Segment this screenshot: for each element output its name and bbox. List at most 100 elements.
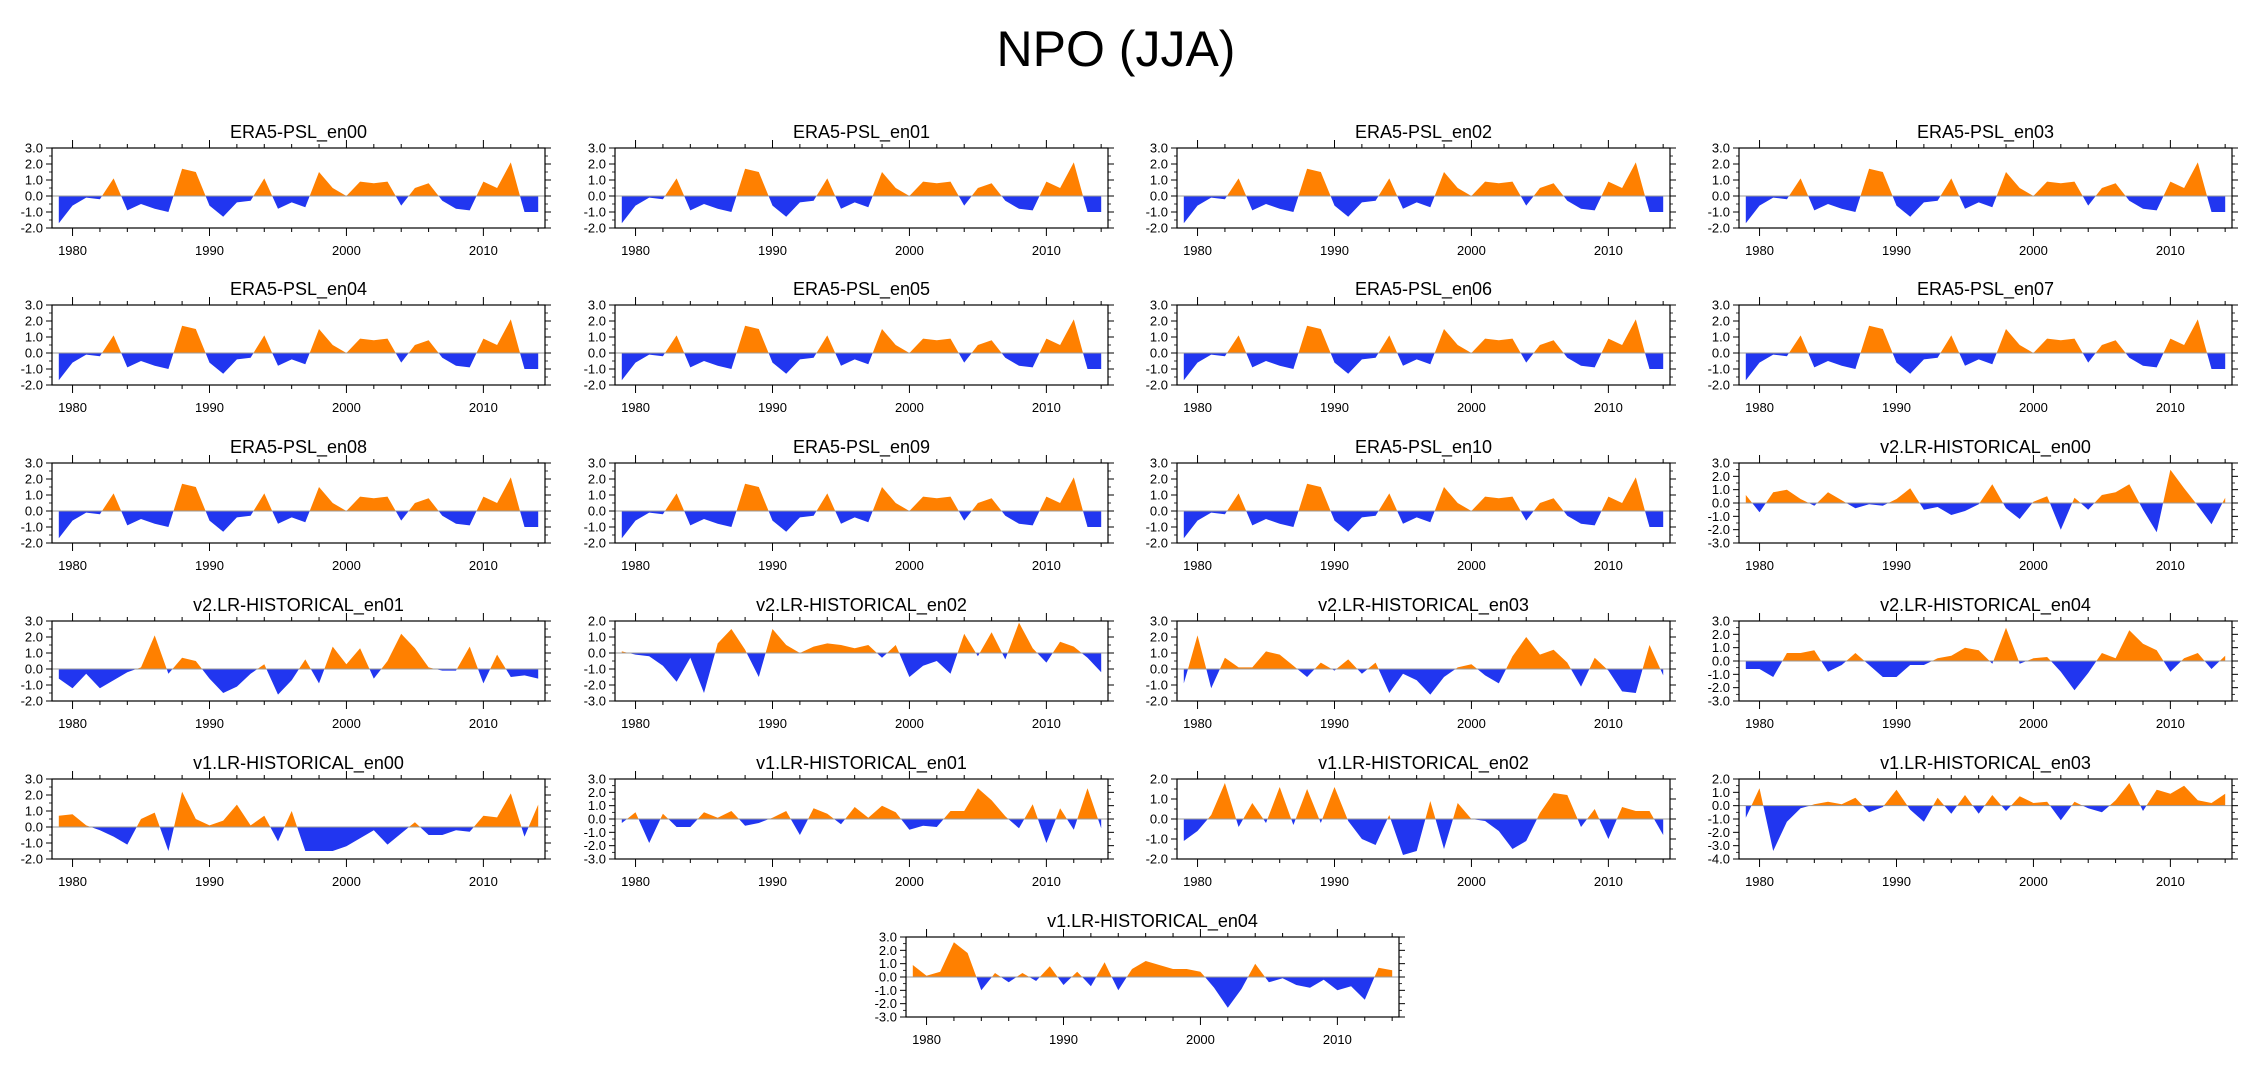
x-tick-label: 1990	[1882, 558, 1911, 573]
y-tick-label: -1.0	[1708, 509, 1730, 524]
y-tick-label: -2.0	[584, 838, 606, 853]
negative-area	[58, 827, 539, 851]
panel-title: v1.LR-HISTORICAL_en02	[1318, 753, 1529, 774]
panel-title: ERA5-PSL_en03	[1917, 122, 2054, 143]
plot-frame	[51, 304, 546, 386]
y-tick-label: 3.0	[25, 298, 43, 313]
y-tick-label: -1.0	[21, 520, 43, 535]
x-tick-label: 1980	[1745, 243, 1774, 258]
x-tick-label: 1990	[1320, 400, 1349, 415]
panel-title: ERA5-PSL_en00	[230, 122, 367, 143]
negative-area	[1183, 819, 1664, 855]
panel-01: ERA5-PSL_en01 3.02.01.00.0-1.0-2.0 1980 199…	[584, 122, 1114, 258]
y-tick-label: 2.0	[1712, 157, 1730, 172]
x-tick-label: 1980	[1183, 243, 1212, 258]
y-tick-label: 3.0	[1712, 614, 1730, 629]
positive-area	[1745, 319, 2226, 353]
positive-area	[1183, 162, 1664, 196]
negative-area	[1183, 353, 1664, 381]
y-tick-label: -2.0	[1146, 852, 1168, 867]
x-tick-label: 2010	[1032, 243, 1061, 258]
y-tick-label: 2.0	[1150, 630, 1168, 645]
plot-frame	[1738, 147, 2233, 229]
x-tick-label: 2010	[469, 874, 498, 889]
x-tick-label: 2000	[2019, 243, 2048, 258]
positive-area	[58, 477, 539, 511]
y-tick-label: -1.0	[584, 205, 606, 220]
positive-area	[58, 162, 539, 196]
panel-00: ERA5-PSL_en00 3.02.01.00.0-1.0-2.0 1980 199…	[21, 122, 551, 258]
positive-area	[621, 477, 1102, 511]
x-tick-label: 1990	[1320, 874, 1349, 889]
y-tick-label: 1.0	[1712, 785, 1730, 800]
negative-area	[621, 196, 1102, 224]
x-tick-label: 1980	[621, 558, 650, 573]
negative-area	[621, 353, 1102, 381]
y-tick-label: 1.0	[1150, 646, 1168, 661]
x-tick-label: 2010	[1032, 874, 1061, 889]
x-tick-label: 1990	[758, 558, 787, 573]
y-tick-label: 0.0	[25, 820, 43, 835]
x-tick-label: 1990	[1320, 716, 1349, 731]
y-tick-label: -3.0	[1708, 536, 1730, 551]
y-tick-label: 2.0	[1150, 472, 1168, 487]
x-tick-label: 2010	[2156, 716, 2185, 731]
y-tick-label: 1.0	[588, 173, 606, 188]
panel-12: v2.LR-HISTORICAL_en01 3.02.01.00.0-1.0-2.…	[21, 595, 551, 731]
negative-area	[58, 511, 539, 539]
x-tick-label: 1980	[1183, 400, 1212, 415]
y-tick-label: -2.0	[21, 221, 43, 236]
y-tick-label: 2.0	[1712, 314, 1730, 329]
y-tick-label: 2.0	[1712, 627, 1730, 642]
y-tick-label: -1.0	[584, 362, 606, 377]
x-tick-label: 1980	[58, 243, 87, 258]
positive-area	[621, 319, 1102, 353]
panel-title: v1.LR-HISTORICAL_en00	[193, 753, 404, 774]
x-tick-label: 1990	[1882, 716, 1911, 731]
x-tick-label: 2010	[1032, 400, 1061, 415]
y-tick-label: -2.0	[584, 221, 606, 236]
y-tick-label: 2.0	[1150, 157, 1168, 172]
y-tick-label: -2.0	[21, 852, 43, 867]
x-tick-label: 1990	[195, 716, 224, 731]
panel-04: ERA5-PSL_en04 3.02.01.00.0-1.0-2.0 1980 199…	[21, 279, 551, 415]
plot-frame	[51, 147, 546, 229]
y-tick-label: 0.0	[25, 346, 43, 361]
negative-area	[1745, 661, 2226, 691]
negative-area	[1745, 196, 2226, 224]
y-tick-label: 1.0	[1712, 482, 1730, 497]
panel-title: ERA5-PSL_en07	[1917, 279, 2054, 300]
x-tick-label: 2010	[2156, 243, 2185, 258]
panel-title: ERA5-PSL_en08	[230, 437, 367, 458]
positive-area	[58, 791, 539, 827]
y-tick-label: 2.0	[1150, 314, 1168, 329]
y-tick-label: -2.0	[584, 378, 606, 393]
y-tick-label: -4.0	[1708, 852, 1730, 867]
y-tick-label: -3.0	[875, 1010, 897, 1025]
x-tick-label: 2010	[1594, 243, 1623, 258]
panel-02: ERA5-PSL_en02 3.02.01.00.0-1.0-2.0 1980 199…	[1146, 122, 1676, 258]
x-tick-label: 1990	[758, 243, 787, 258]
y-tick-label: -2.0	[1146, 378, 1168, 393]
panel-09: ERA5-PSL_en09 3.02.01.00.0-1.0-2.0 1980 199…	[584, 437, 1114, 573]
x-tick-label: 2000	[2019, 874, 2048, 889]
plot-frame	[614, 462, 1109, 544]
x-tick-label: 2000	[895, 243, 924, 258]
negative-area	[1745, 805, 2226, 851]
y-tick-label: -1.0	[1146, 678, 1168, 693]
y-tick-label: 3.0	[25, 456, 43, 471]
panel-19: v1.LR-HISTORICAL_en03 2.01.00.0-1.0-2.0-3…	[1708, 753, 2238, 889]
negative-area	[1745, 353, 2226, 381]
y-tick-label: 0.0	[1150, 504, 1168, 519]
x-tick-label: 2010	[2156, 558, 2185, 573]
y-tick-label: 1.0	[1150, 330, 1168, 345]
y-tick-label: -2.0	[875, 996, 897, 1011]
y-tick-label: 0.0	[588, 346, 606, 361]
x-tick-label: 1980	[58, 558, 87, 573]
x-tick-label: 1990	[195, 400, 224, 415]
y-tick-label: 1.0	[588, 330, 606, 345]
y-tick-label: 0.0	[1150, 662, 1168, 677]
y-tick-label: -1.0	[1708, 362, 1730, 377]
y-tick-label: 3.0	[1712, 456, 1730, 471]
